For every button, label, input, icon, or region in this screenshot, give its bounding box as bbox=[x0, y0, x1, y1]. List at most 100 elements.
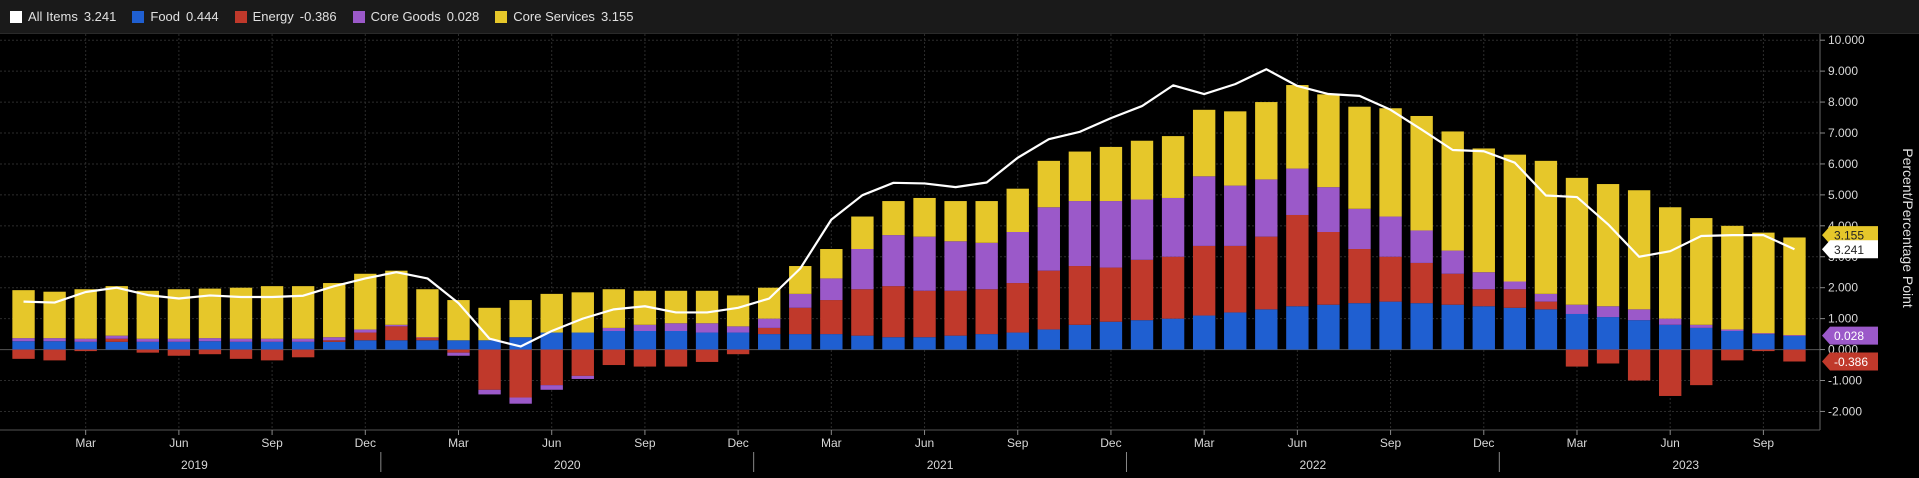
legend-swatch bbox=[495, 10, 508, 23]
bar-energy bbox=[882, 286, 905, 338]
bar-food bbox=[882, 337, 905, 350]
bar-core-goods bbox=[291, 338, 315, 342]
bar-core-goods bbox=[385, 324, 408, 327]
x-tick-label: Mar bbox=[1567, 436, 1588, 450]
bar-core-services bbox=[944, 201, 967, 242]
bar-core-services bbox=[789, 266, 812, 294]
legend-item-energy[interactable]: Energy -0.386 bbox=[234, 9, 343, 24]
end-label-bg bbox=[1822, 240, 1878, 259]
bar-energy bbox=[1690, 349, 1713, 386]
bar-core-goods bbox=[1286, 168, 1309, 215]
bar-core-services bbox=[198, 288, 222, 339]
bar-core-services bbox=[1286, 85, 1309, 169]
bar-core-goods bbox=[323, 337, 346, 341]
bar-food bbox=[758, 334, 781, 350]
bar-food bbox=[1534, 309, 1558, 350]
bar-energy bbox=[1317, 232, 1340, 305]
bar-energy bbox=[1752, 349, 1775, 352]
bar-food bbox=[1752, 334, 1775, 350]
bar-core-services bbox=[167, 289, 191, 339]
bar-core-services bbox=[1721, 225, 1744, 330]
bar-core-goods bbox=[1565, 304, 1589, 314]
bar-core-services bbox=[260, 286, 284, 339]
bar-core-goods bbox=[478, 389, 501, 395]
legend-item-core-services[interactable]: Core Services 3.155 bbox=[495, 9, 639, 24]
bar-core-services bbox=[354, 273, 377, 330]
bar-food bbox=[726, 332, 750, 350]
bar-energy bbox=[260, 349, 284, 361]
bar-energy bbox=[478, 349, 501, 390]
bar-core-goods bbox=[74, 338, 97, 342]
bar-energy bbox=[1099, 267, 1123, 322]
bar-core-goods bbox=[354, 329, 377, 333]
bar-energy bbox=[105, 338, 128, 342]
x-tick-label: Jun bbox=[169, 436, 188, 450]
bar-food bbox=[789, 334, 812, 350]
bar-core-goods bbox=[1752, 333, 1775, 335]
bar-core-services bbox=[385, 270, 408, 325]
y-tick-label: 10.000 bbox=[1828, 34, 1865, 47]
x-tick-label: Mar bbox=[75, 436, 96, 450]
bar-core-goods bbox=[1224, 185, 1247, 246]
bar-food bbox=[1410, 303, 1433, 350]
bar-energy bbox=[74, 349, 97, 352]
bar-food bbox=[416, 340, 439, 350]
bar-core-goods bbox=[602, 327, 626, 331]
x-tick-label: Mar bbox=[1194, 436, 1215, 450]
legend-swatch bbox=[132, 10, 145, 23]
bar-food bbox=[291, 341, 315, 350]
bar-energy bbox=[1721, 349, 1744, 361]
bar-core-services bbox=[1192, 109, 1216, 177]
x-year-label: 2020 bbox=[554, 458, 581, 472]
legend-item-all-items[interactable]: All Items 3.241 bbox=[10, 9, 122, 24]
legend-item-core-goods[interactable]: Core Goods 0.028 bbox=[352, 9, 486, 24]
bar-energy bbox=[1192, 245, 1216, 316]
bar-core-services bbox=[851, 216, 874, 250]
x-tick-label: Sep bbox=[634, 436, 656, 450]
end-label-bg bbox=[1822, 352, 1878, 371]
bar-energy bbox=[571, 349, 594, 376]
bar-core-services bbox=[1037, 160, 1060, 208]
legend-label: All Items bbox=[28, 9, 78, 24]
y-tick-label: 9.000 bbox=[1828, 64, 1858, 78]
bar-energy bbox=[1565, 349, 1589, 367]
line-all-items bbox=[23, 68, 1795, 348]
bar-core-services bbox=[913, 197, 936, 237]
bar-energy bbox=[1441, 273, 1464, 305]
bar-food bbox=[385, 340, 408, 350]
bar-core-goods bbox=[1472, 272, 1495, 290]
bar-core-goods bbox=[43, 338, 66, 342]
bar-core-services bbox=[1130, 140, 1154, 200]
bar-core-goods bbox=[1783, 335, 1806, 336]
end-label-core-services: 3.155 bbox=[1822, 226, 1878, 245]
bar-food bbox=[198, 341, 222, 350]
bar-core-goods bbox=[540, 385, 563, 390]
bar-core-goods bbox=[509, 397, 532, 404]
bar-energy bbox=[291, 349, 315, 358]
bar-core-goods bbox=[1161, 197, 1185, 257]
bar-core-goods bbox=[664, 323, 688, 331]
bar-energy bbox=[1255, 236, 1278, 310]
bar-food bbox=[695, 332, 719, 350]
bar-food bbox=[260, 341, 284, 350]
bar-core-services bbox=[571, 292, 594, 333]
bar-core-goods bbox=[1099, 201, 1123, 268]
y-axis-title: Percent/Percentage Point bbox=[1900, 148, 1916, 308]
bar-energy bbox=[540, 349, 563, 386]
bar-core-services bbox=[1783, 237, 1806, 336]
legend-label: Energy bbox=[252, 9, 294, 24]
bar-core-goods bbox=[758, 318, 781, 328]
bar-food bbox=[167, 341, 191, 350]
bar-core-services bbox=[820, 249, 843, 279]
bar-core-goods bbox=[416, 337, 439, 338]
bar-core-services bbox=[695, 290, 719, 324]
bar-core-goods bbox=[1317, 187, 1340, 232]
legend-swatch bbox=[10, 10, 22, 23]
bar-food bbox=[633, 331, 657, 350]
bar-core-services bbox=[1224, 111, 1247, 186]
bar-energy bbox=[633, 349, 657, 367]
bar-food bbox=[975, 334, 998, 350]
legend-item-food[interactable]: Food 0.444 bbox=[132, 9, 224, 24]
bar-core-goods bbox=[1503, 281, 1527, 290]
bar-core-goods bbox=[136, 338, 159, 342]
